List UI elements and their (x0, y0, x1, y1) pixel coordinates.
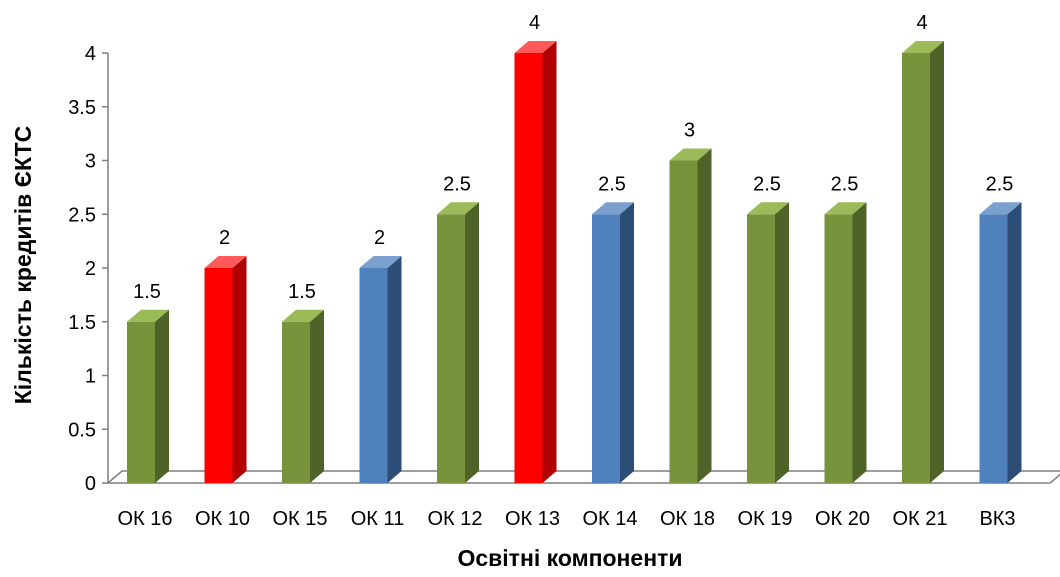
data-label: 4 (529, 12, 540, 34)
x-tick-label: ВК3 (979, 508, 1015, 530)
y-tick-label: 1 (85, 366, 96, 388)
bar-front (979, 214, 1008, 483)
bar-front (437, 214, 465, 483)
bar-side (930, 41, 944, 483)
bar-top (437, 202, 479, 215)
y-tick-label: 3 (85, 151, 96, 173)
data-label: 2.5 (753, 173, 781, 195)
bar-side (232, 256, 247, 483)
bar (282, 309, 324, 483)
data-label: 4 (916, 12, 927, 34)
y-tick-label: 0.5 (68, 419, 96, 441)
x-tick-label: ОК 12 (427, 508, 482, 530)
x-tick-label: ОК 11 (351, 508, 405, 530)
x-axis: ОК 16 ОК 10 ОК 15 ОК 11 ОК 12 ОК 13 ОК 14 ОК 18… (117, 508, 1015, 530)
bars (127, 41, 1022, 483)
bar-side (155, 309, 169, 483)
bar-side (310, 309, 324, 483)
bar-side (852, 202, 867, 483)
x-tick-label: ОК 20 (815, 508, 870, 530)
bar-side (387, 256, 402, 483)
bar-top (979, 202, 1022, 215)
x-tick-label: ОК 13 (505, 508, 560, 530)
data-label: 2 (219, 227, 230, 249)
bar-top (204, 256, 247, 268)
x-tick-label: ОК 10 (195, 508, 250, 530)
x-tick-label: ОК 19 (737, 508, 792, 530)
bar (592, 202, 634, 483)
bar-front (127, 321, 155, 483)
data-label: 3 (684, 120, 695, 142)
bar-front (747, 214, 775, 483)
data-label: 2.5 (598, 173, 626, 195)
bar-front (282, 321, 310, 483)
floor-plane (105, 470, 1060, 484)
data-labels: 1.5 2 1.5 2 2.5 4 2.5 3 2.5 2.5 4 2.5 (133, 12, 1013, 303)
bar-side (620, 202, 634, 483)
bar (359, 256, 402, 483)
bar-front (204, 268, 233, 483)
x-tick-label: ОК 18 (660, 508, 715, 530)
bar-top (592, 202, 634, 215)
bar (514, 41, 557, 483)
bar-side (465, 202, 479, 483)
bar-top (669, 148, 712, 161)
y-tick-label: 2 (85, 258, 96, 280)
bar-side (775, 202, 789, 483)
x-tick-label: ОК 14 (582, 508, 637, 530)
bar (204, 256, 247, 483)
bar (824, 202, 867, 483)
bar-side (1007, 202, 1022, 483)
bar (979, 202, 1022, 483)
y-axis-title: Кількість кредитів ЄКТС (10, 126, 36, 405)
data-label: 2.5 (986, 173, 1014, 195)
bar-top (359, 256, 402, 268)
x-tick-label: ОК 16 (117, 508, 172, 530)
data-label: 2.5 (443, 173, 471, 195)
y-axis: 0 0.5 1 1.5 2 2.5 3 3.5 4 (68, 43, 109, 495)
bar (902, 41, 944, 483)
data-label: 2 (374, 227, 385, 249)
bar-front (669, 160, 698, 483)
bar-top (747, 202, 789, 215)
x-tick-label: ОК 21 (892, 508, 947, 530)
data-label: 2.5 (831, 173, 859, 195)
bar-front (824, 214, 853, 483)
bar (127, 309, 169, 483)
y-tick-label: 2.5 (68, 204, 96, 226)
chart-floor (105, 470, 1060, 484)
x-tick-label: ОК 15 (272, 508, 327, 530)
bar-top (282, 309, 324, 322)
bar-front (359, 268, 388, 483)
bar-top (824, 202, 867, 215)
bar (669, 148, 712, 483)
y-tick-label: 4 (85, 43, 96, 65)
bar (747, 202, 789, 483)
y-tick-label: 1.5 (68, 312, 96, 334)
x-axis-title: Освітні компоненти (457, 545, 682, 571)
bar (437, 202, 479, 483)
bar-top (514, 41, 557, 53)
y-tick-label: 0 (85, 473, 96, 495)
bar-side (697, 148, 712, 483)
data-label: 1.5 (288, 281, 316, 303)
bar-front (902, 53, 930, 483)
bar-side (542, 41, 557, 483)
y-tick-label: 3.5 (68, 97, 96, 119)
data-label: 1.5 (133, 281, 161, 303)
bar-front (592, 214, 620, 483)
bar-top (127, 309, 169, 322)
bar-front (514, 53, 543, 483)
bar-top (902, 41, 944, 53)
